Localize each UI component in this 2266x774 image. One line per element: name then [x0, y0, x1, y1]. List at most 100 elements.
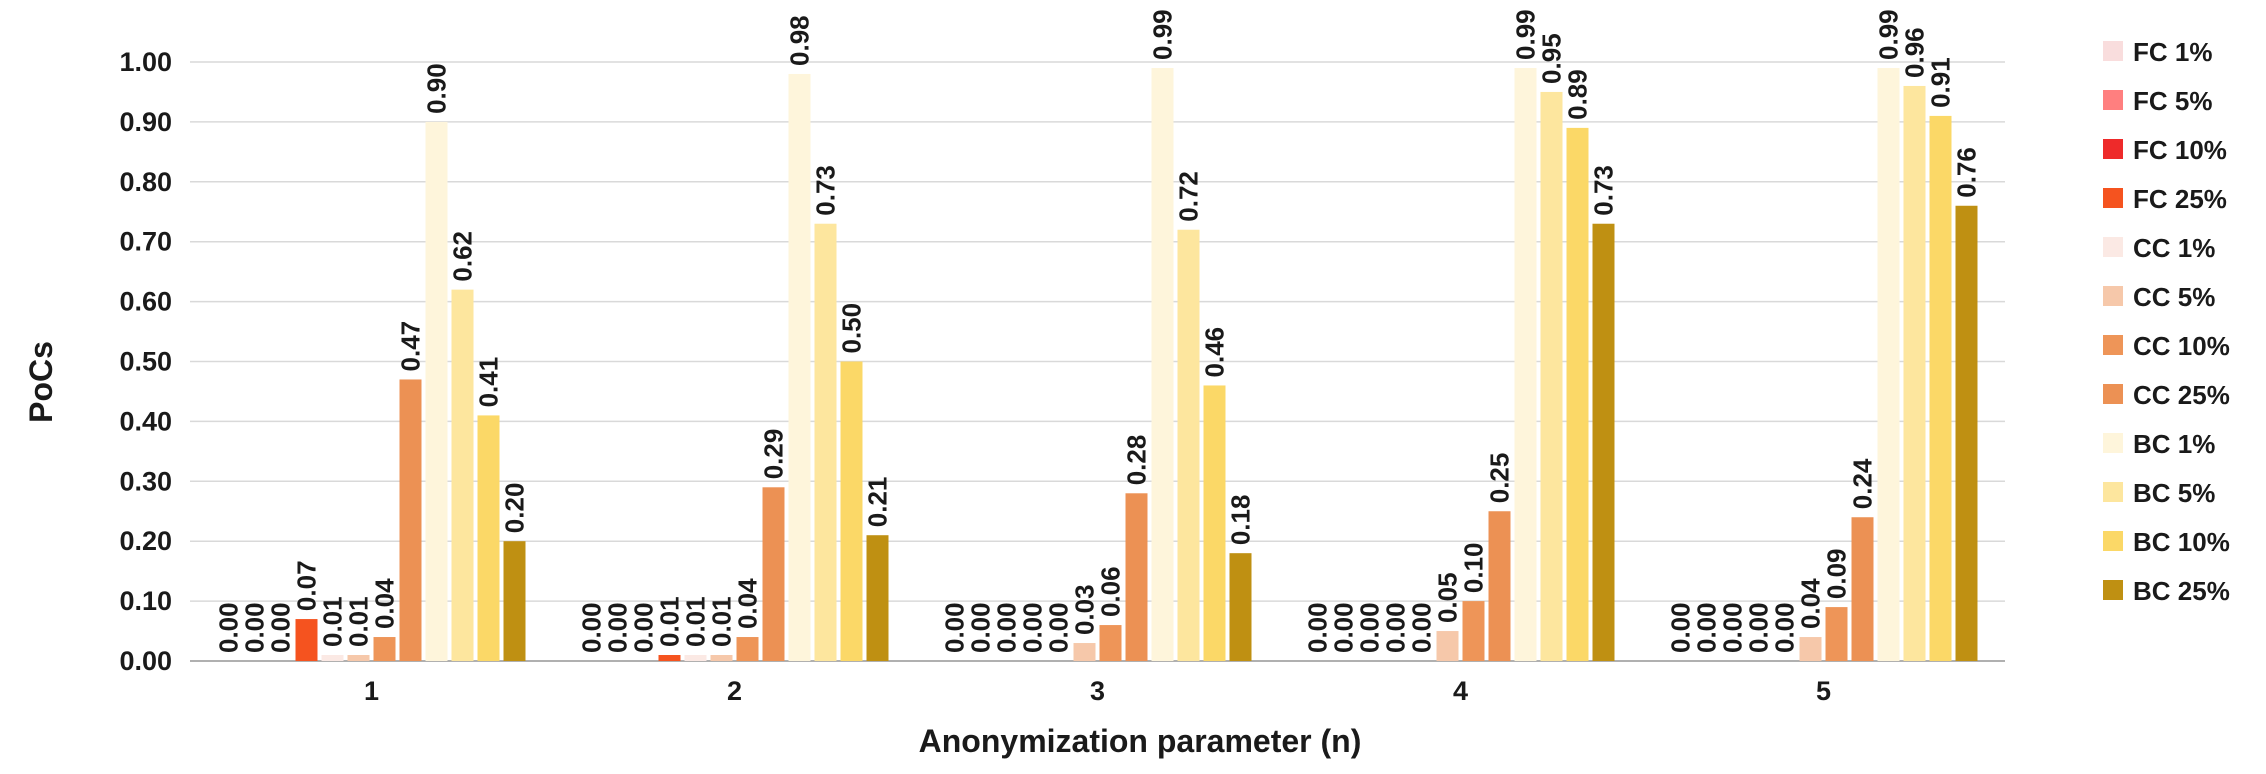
- data-label: 0.00: [1718, 602, 1748, 653]
- bar: [1929, 115, 1952, 661]
- data-label: 0.10: [1459, 542, 1489, 593]
- y-tick-label: 0.40: [119, 406, 172, 436]
- data-label: 0.00: [629, 602, 659, 653]
- data-label: 0.00: [577, 602, 607, 653]
- bar: [658, 655, 681, 661]
- data-label: 0.06: [1096, 566, 1126, 617]
- y-tick-label: 0.60: [119, 287, 172, 317]
- data-label: 0.20: [500, 483, 530, 534]
- legend: FC 1% FC 5% FC 10% FC 25% CC 1% CC 5% CC 10% CC…: [2103, 37, 2230, 606]
- data-label: 0.24: [1848, 458, 1878, 509]
- x-tick-label: 3: [1090, 676, 1105, 706]
- legend-swatch: [2103, 41, 2123, 61]
- bar: [1592, 223, 1615, 662]
- bar: [373, 637, 396, 661]
- bar: [1877, 67, 1900, 662]
- bar: [477, 415, 500, 661]
- data-label: 0.00: [240, 602, 270, 653]
- data-label: 0.29: [759, 429, 789, 480]
- legend-swatch: [2103, 139, 2123, 159]
- data-label: 0.72: [1174, 171, 1204, 222]
- bar: [1203, 385, 1226, 661]
- bar: [1903, 85, 1926, 661]
- data-label: 0.00: [1381, 602, 1411, 653]
- data-label: 0.62: [448, 231, 478, 282]
- x-tick-label: 2: [727, 676, 742, 706]
- legend-swatch: [2103, 384, 2123, 404]
- data-label: 0.05: [1433, 572, 1463, 623]
- data-labels: 0.000.000.000.070.010.010.040.470.900.62…: [214, 9, 1982, 653]
- data-label: 0.00: [266, 602, 296, 653]
- bar: [1462, 601, 1485, 661]
- legend-label: BC 5%: [2133, 478, 2215, 508]
- legend-label: FC 1%: [2133, 37, 2212, 67]
- bar: [1566, 127, 1589, 661]
- data-label: 0.89: [1563, 69, 1593, 120]
- y-tick-label: 0.70: [119, 227, 172, 257]
- data-label: 0.73: [811, 165, 841, 216]
- bar: [1955, 205, 1978, 661]
- y-axis-title: PoCs: [23, 341, 59, 423]
- bar: [1825, 607, 1848, 661]
- data-label: 0.03: [1070, 584, 1100, 635]
- y-tick-label: 0.10: [119, 586, 172, 616]
- data-label: 0.00: [1355, 602, 1385, 653]
- bar: [1229, 553, 1252, 661]
- data-label: 0.07: [292, 560, 322, 611]
- x-tick-label: 1: [364, 676, 379, 706]
- x-tick-label: 4: [1453, 676, 1468, 706]
- data-label: 0.01: [318, 596, 348, 647]
- legend-label: FC 10%: [2133, 135, 2227, 165]
- y-tick-label: 0.00: [119, 646, 172, 676]
- data-label: 0.99: [1148, 9, 1178, 60]
- data-label: 0.00: [1044, 602, 1074, 653]
- data-label: 0.18: [1226, 495, 1256, 546]
- data-label: 0.99: [1511, 9, 1541, 60]
- bar: [1125, 493, 1148, 661]
- legend-label: CC 5%: [2133, 282, 2215, 312]
- data-label: 0.00: [1692, 602, 1722, 653]
- data-label: 0.01: [655, 596, 685, 647]
- data-label: 0.99: [1874, 9, 1904, 60]
- legend-swatch: [2103, 335, 2123, 355]
- data-label: 0.01: [344, 596, 374, 647]
- data-label: 0.90: [422, 63, 452, 114]
- data-label: 0.00: [603, 602, 633, 653]
- legend-swatch: [2103, 531, 2123, 551]
- bar: [814, 223, 837, 662]
- data-label: 0.25: [1485, 453, 1515, 504]
- x-axis-ticks: 1 2 3 4 5: [364, 676, 1831, 706]
- data-label: 0.04: [1796, 578, 1826, 629]
- legend-swatch: [2103, 433, 2123, 453]
- data-label: 0.96: [1900, 27, 1930, 78]
- data-label: 0.00: [1770, 602, 1800, 653]
- data-label: 0.95: [1537, 33, 1567, 84]
- data-label: 0.04: [733, 578, 763, 629]
- legend-swatch: [2103, 237, 2123, 257]
- x-tick-label: 5: [1816, 676, 1831, 706]
- y-tick-label: 0.50: [119, 347, 172, 377]
- y-tick-label: 0.20: [119, 526, 172, 556]
- data-label: 0.00: [966, 602, 996, 653]
- data-label: 0.00: [1407, 602, 1437, 653]
- data-label: 0.00: [940, 602, 970, 653]
- data-label: 0.00: [992, 602, 1022, 653]
- bar: [1073, 643, 1096, 661]
- bar: [1540, 91, 1563, 661]
- data-label: 0.41: [474, 357, 504, 408]
- data-label: 0.04: [370, 578, 400, 629]
- legend-swatch: [2103, 90, 2123, 110]
- data-label: 0.76: [1952, 147, 1982, 198]
- data-label: 0.01: [681, 596, 711, 647]
- bar: [321, 655, 344, 661]
- bar: [347, 655, 370, 661]
- data-label: 0.47: [396, 321, 426, 372]
- y-tick-label: 0.90: [119, 107, 172, 137]
- data-label: 0.01: [707, 596, 737, 647]
- legend-label: BC 10%: [2133, 527, 2230, 557]
- data-label: 0.00: [214, 602, 244, 653]
- bar: [1177, 229, 1200, 661]
- data-label: 0.00: [1744, 602, 1774, 653]
